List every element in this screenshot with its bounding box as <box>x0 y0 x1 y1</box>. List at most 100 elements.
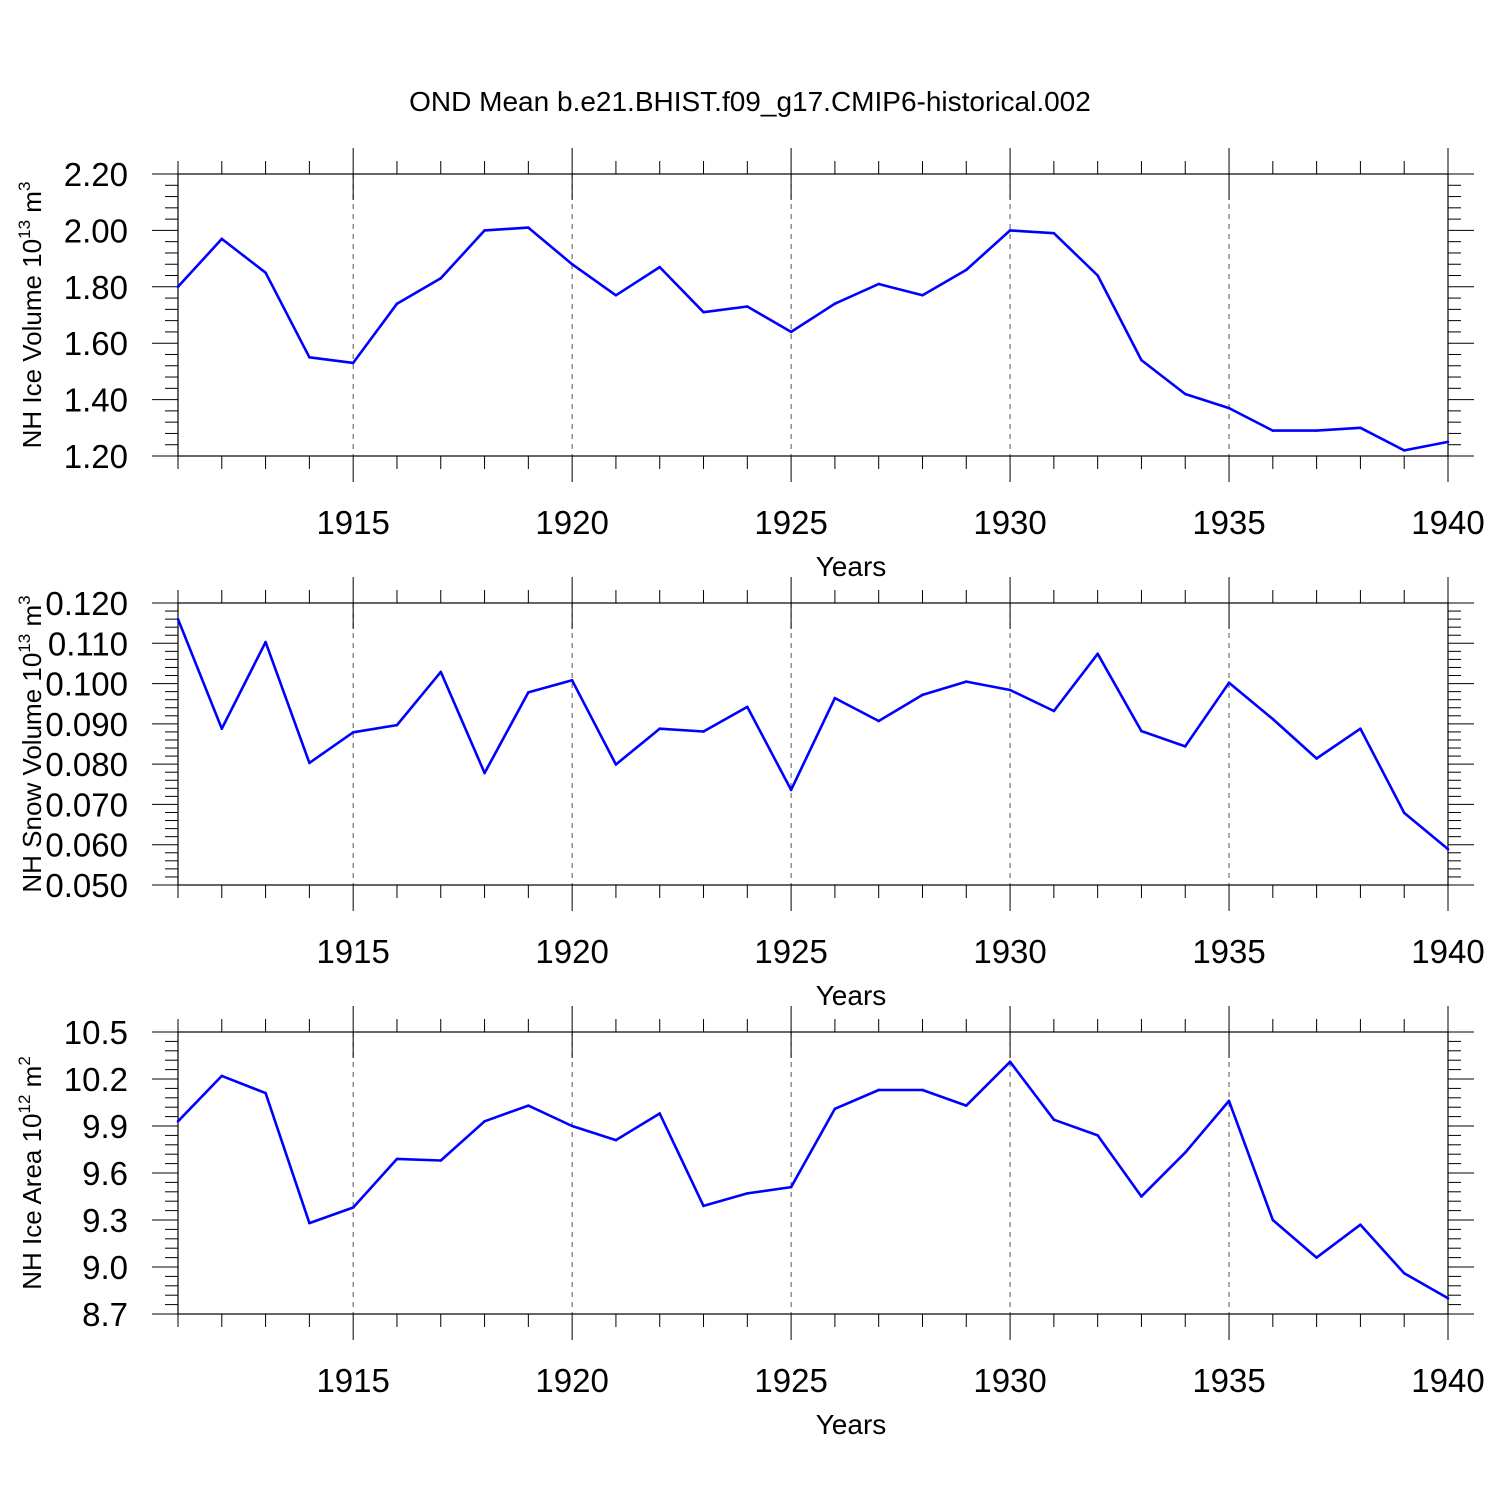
data-point <box>1227 406 1231 410</box>
y-tick-label: 1.40 <box>64 382 128 419</box>
data-point <box>1140 729 1143 733</box>
data-point <box>833 302 837 306</box>
y-tick-label: 9.6 <box>82 1155 128 1192</box>
plot-frame <box>177 602 1449 886</box>
data-point <box>176 285 180 289</box>
data-point <box>1446 1297 1450 1300</box>
data-point <box>1008 1060 1012 1064</box>
data-point <box>264 1091 267 1095</box>
series-line <box>176 618 1449 851</box>
series-line <box>177 1060 1449 1300</box>
data-point <box>877 1088 880 1092</box>
chart-panel-1: 1915 1920 1925 1930 1935 1940 Years 1.20 1.40 1.6… <box>15 148 1485 582</box>
y-label-text: NH Ice Volume 10 <box>17 239 47 449</box>
data-point <box>789 330 793 334</box>
x-tick-label: 1925 <box>754 504 827 541</box>
x-tick-label: 1930 <box>973 504 1046 541</box>
data-point <box>614 293 618 297</box>
data-point <box>351 361 355 365</box>
x-tick-label: 1915 <box>316 1362 389 1399</box>
data-point <box>220 1074 224 1078</box>
x-tick-label: 1930 <box>973 1362 1046 1399</box>
data-point <box>702 310 705 314</box>
y-tick-label: 0.090 <box>45 706 128 743</box>
data-point <box>1052 231 1056 235</box>
data-point <box>220 237 224 241</box>
data-point <box>1359 426 1362 430</box>
x-tick-label: 1940 <box>1411 504 1484 541</box>
data-point <box>527 691 530 694</box>
data-point <box>570 679 574 682</box>
data-point <box>964 268 968 272</box>
data-point <box>1183 1151 1187 1154</box>
y-label-text: NH Ice Area 10 <box>17 1113 47 1289</box>
data-point <box>1183 392 1187 396</box>
data-point <box>964 680 968 683</box>
y-tick-label: 9.9 <box>82 1108 128 1145</box>
data-point <box>964 1104 968 1107</box>
data-point <box>1096 652 1099 656</box>
data-point <box>1008 688 1012 692</box>
data-point <box>1096 1134 1099 1137</box>
y-tick-label: 2.20 <box>64 156 128 193</box>
data-point <box>1052 1118 1056 1122</box>
data-point <box>1052 709 1056 713</box>
data-point <box>1315 429 1318 432</box>
data-point <box>789 788 793 792</box>
y-tick-label: 0.070 <box>45 786 128 823</box>
x-tick-label: 1940 <box>1411 933 1484 970</box>
y-tick-label: 9.0 <box>82 1249 128 1286</box>
series-line <box>177 226 1449 452</box>
data-point <box>1227 681 1231 685</box>
data-point <box>658 265 662 269</box>
data-point <box>570 262 574 266</box>
y-tick-label: 10.5 <box>64 1014 128 1051</box>
data-point <box>746 705 749 709</box>
x-tick-label: 1935 <box>1192 933 1265 970</box>
data-point <box>176 1120 180 1123</box>
data-point <box>1359 1223 1362 1226</box>
plot-frame <box>177 173 1449 457</box>
x-tick-label: 1930 <box>973 933 1046 970</box>
data-point <box>527 1104 530 1107</box>
data-point <box>877 719 880 723</box>
data-point <box>1271 429 1275 432</box>
data-point <box>351 1206 355 1209</box>
y-tick-label: 0.050 <box>45 867 128 904</box>
y-label-text: NH Snow Volume 10 <box>17 653 47 893</box>
y-tick-label: 2.00 <box>64 212 128 249</box>
x-tick-label: 1915 <box>316 933 389 970</box>
data-point <box>789 1185 793 1189</box>
y-label-unit: m <box>17 605 47 634</box>
y-tick-label: 0.080 <box>45 746 128 783</box>
y-tick-label: 0.120 <box>45 585 128 622</box>
y-tick-label: 8.7 <box>82 1296 128 1333</box>
x-tick-label: 1935 <box>1192 504 1265 541</box>
data-point <box>308 356 311 359</box>
data-point <box>439 277 443 280</box>
y-tick-label: 9.3 <box>82 1202 128 1239</box>
y-tick-label: 0.100 <box>45 666 128 703</box>
data-point <box>1008 229 1012 232</box>
x-tick-label: 1940 <box>1411 1362 1484 1399</box>
x-axis-label: Years <box>816 551 887 582</box>
data-point <box>1183 745 1187 748</box>
data-point <box>1446 847 1450 851</box>
data-point <box>746 1192 749 1195</box>
y-tick-label: 1.20 <box>64 438 128 475</box>
data-point <box>614 763 618 766</box>
data-point <box>264 640 267 644</box>
data-point <box>1402 811 1406 815</box>
y-axis-label: NH Ice Area 1012 m2 <box>15 1056 47 1290</box>
y-tick-label: 10.2 <box>64 1061 128 1098</box>
data-point <box>1140 358 1143 362</box>
y-label-unit-exponent: 3 <box>15 182 34 191</box>
data-point <box>702 730 705 733</box>
data-point <box>614 1138 618 1142</box>
data-point <box>921 693 924 697</box>
data-point <box>308 761 311 765</box>
y-label-exponent: 13 <box>15 220 34 239</box>
y-label-unit-exponent: 3 <box>15 595 34 604</box>
data-point <box>1359 727 1362 730</box>
